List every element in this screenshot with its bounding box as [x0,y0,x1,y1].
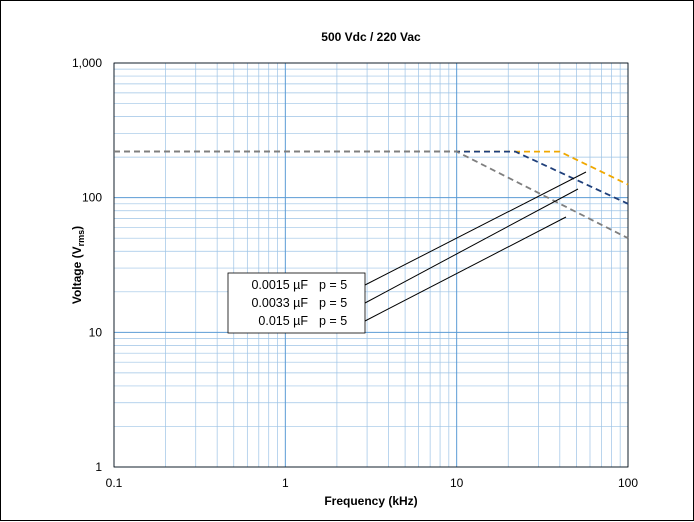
legend-box [227,272,366,334]
legend-entries: 0.0015 µF p = 5 0.0033 µF p = 5 0.015 µF p = … [251,278,347,328]
series-line-3 [114,150,629,240]
legend-p-label: p = 5 [319,314,347,328]
legend-capacitance-label: 0.0015 µF [251,278,308,292]
legend-leader-line [364,188,579,304]
legend-p-label: p = 5 [319,278,347,292]
grid-major [113,62,629,468]
y-axis-title-close: ) [70,226,84,230]
legend-capacitance-label: 0.015 µF [258,314,308,328]
legend-leader-line [364,171,587,286]
grid-minor [114,63,628,467]
y-axis-title-subscript: rms [76,230,86,247]
x-axis-title: Frequency (kHz) [324,494,417,508]
legend-p-label: p = 5 [319,296,347,310]
x-tick-labels: 0.1 1 10 100 [106,476,639,490]
series-line-1 [114,150,629,186]
series-line-2 [114,150,629,205]
legend-leader-lines [364,171,587,322]
y-tick-label: 1 [95,460,102,474]
plot-border [113,62,629,468]
chart-title: 500 Vdc / 220 Vac [321,30,421,44]
x-tick-label: 1 [282,476,289,490]
y-tick-labels: 1 10 100 1,000 [72,56,102,474]
series-lines [114,150,629,240]
legend-leader-line [364,216,567,322]
x-tick-label: 10 [450,476,464,490]
x-tick-label: 100 [618,476,638,490]
y-axis-title-main: Voltage (V [70,246,84,304]
y-tick-label: 1,000 [72,56,102,70]
y-axis-title: Voltage (Vrms) [70,226,86,304]
y-tick-label: 10 [89,325,103,339]
x-tick-label: 0.1 [106,476,123,490]
y-tick-label: 100 [82,191,102,205]
legend-capacitance-label: 0.0033 µF [251,296,308,310]
